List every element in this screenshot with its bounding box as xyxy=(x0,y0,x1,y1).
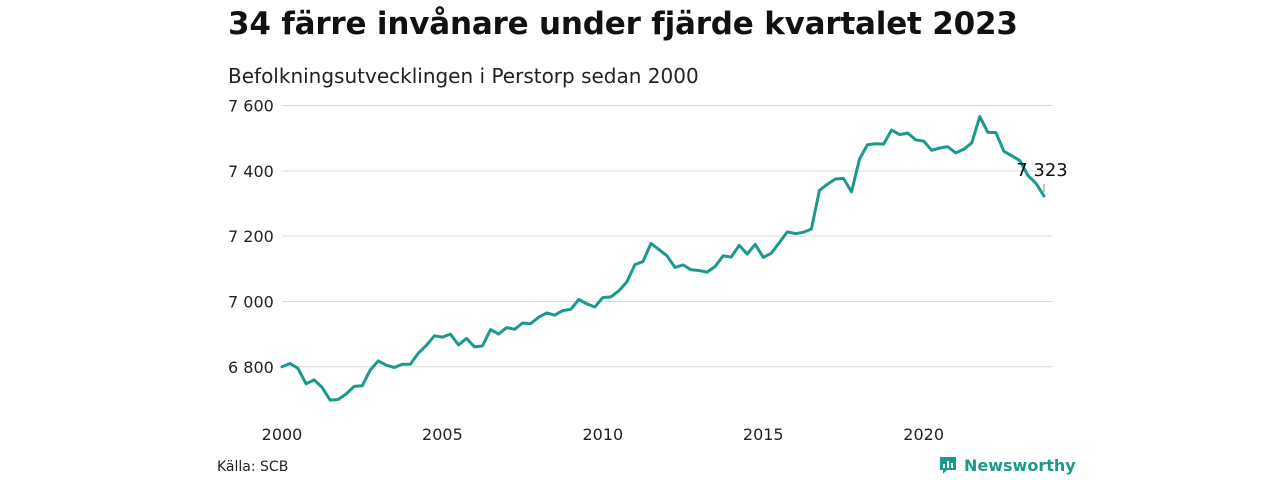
y-tick-label: 7 200 xyxy=(228,227,274,246)
x-tick-label: 2020 xyxy=(903,425,944,444)
x-tick-label: 2010 xyxy=(582,425,623,444)
y-axis-tick-labels: 6 800 7 000 7 200 7 400 7 600 xyxy=(228,97,274,377)
y-tick-label: 6 800 xyxy=(228,358,274,377)
x-tick-label: 2000 xyxy=(262,425,303,444)
series-layer xyxy=(280,115,1046,402)
source-note: Källa: SCB xyxy=(217,459,289,475)
x-tick-label: 2015 xyxy=(743,425,784,444)
brand-logo[interactable]: Newsworthy xyxy=(938,455,1076,475)
x-axis-tick-labels: 2000 2005 2010 2015 2020 xyxy=(262,425,944,444)
annotation-layer: 7 323 xyxy=(1016,160,1068,192)
brand-name: Newsworthy xyxy=(964,455,1076,475)
newsworthy-logo-icon xyxy=(940,457,956,474)
annotation-label: 7 323 xyxy=(1016,160,1068,181)
grid-lines xyxy=(282,105,1052,368)
chart-title: 34 färre invånare under fjärde kvartalet… xyxy=(228,6,1018,42)
series-line xyxy=(280,115,1046,402)
y-tick-label: 7 600 xyxy=(228,97,274,116)
chart-subtitle: Befolkningsutvecklingen i Perstorp sedan… xyxy=(228,64,699,88)
y-tick-label: 7 400 xyxy=(228,162,274,181)
y-tick-label: 7 000 xyxy=(228,292,274,311)
x-tick-label: 2005 xyxy=(422,425,463,444)
